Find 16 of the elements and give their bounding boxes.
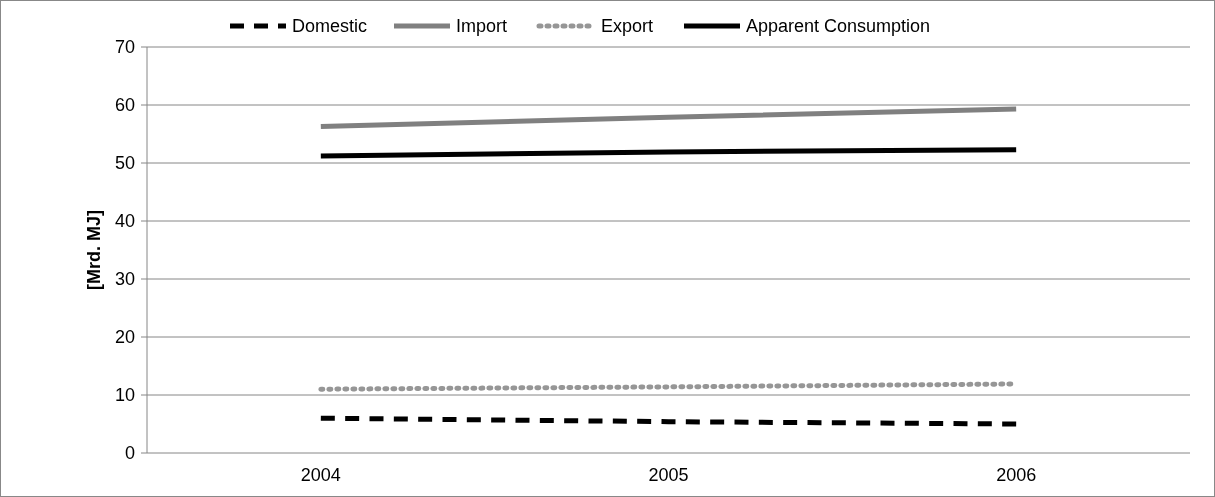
legend-label: Export: [601, 16, 654, 37]
y-tick-label: 40: [114, 211, 135, 232]
y-tick-label: 60: [114, 95, 135, 116]
y-tick-label: 70: [114, 37, 135, 58]
y-tick-label: 0: [124, 443, 135, 464]
legend-label: Apparent Consumption: [746, 16, 931, 37]
y-tick-label: 10: [114, 385, 135, 406]
y-axis-title: [Mrd. MJ]: [84, 210, 104, 290]
x-tick-label: 2006: [996, 465, 1037, 485]
x-tick-label: 2004: [300, 465, 341, 485]
y-tick-label: 50: [114, 153, 135, 174]
y-tick-label: 30: [114, 269, 135, 290]
x-tick-label: 2005: [648, 465, 689, 485]
legend-label: Domestic: [292, 16, 368, 37]
y-tick-label: 20: [114, 327, 135, 348]
legend-label: Import: [456, 16, 508, 37]
